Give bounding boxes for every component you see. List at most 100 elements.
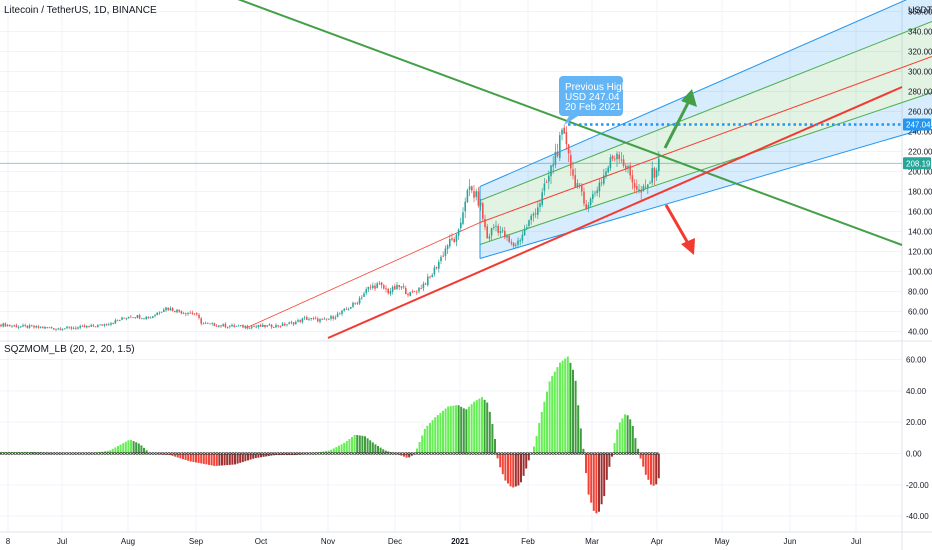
candle-body <box>427 276 429 286</box>
momentum-bar <box>392 453 395 454</box>
candle-body <box>317 318 319 322</box>
candle-body <box>141 318 143 320</box>
momentum-bar <box>143 447 145 454</box>
candle-body <box>383 285 385 289</box>
candle-body <box>539 203 541 207</box>
candle-body <box>618 154 620 160</box>
momentum-bar <box>629 419 632 454</box>
candle-body <box>594 192 596 194</box>
candle-body <box>493 226 495 228</box>
candle-body <box>156 312 158 316</box>
squeeze-marker <box>383 451 387 456</box>
momentum-bar <box>132 441 135 454</box>
momentum-bar <box>514 453 517 487</box>
candle-body <box>651 168 653 183</box>
squeeze-marker <box>95 451 99 456</box>
candle-body <box>451 238 453 240</box>
candle-body <box>169 308 172 311</box>
candle-body <box>116 320 119 322</box>
candle-body <box>163 309 165 312</box>
momentum-bar <box>49 452 52 454</box>
candle-body <box>193 313 196 315</box>
squeeze-marker <box>274 451 278 456</box>
momentum-bar <box>343 442 346 454</box>
candle-body <box>446 245 449 250</box>
candle-body <box>484 219 486 228</box>
squeeze-marker <box>92 451 96 456</box>
candle-body <box>235 326 238 327</box>
candle-body <box>259 324 262 327</box>
candle-body <box>402 286 405 288</box>
momentum-bar <box>215 453 218 466</box>
squeeze-marker <box>261 451 266 456</box>
candle-body <box>226 326 229 328</box>
momentum-bar <box>647 453 650 480</box>
candle-body <box>620 159 623 161</box>
momentum-bar <box>491 424 494 454</box>
squeeze-marker <box>85 451 90 456</box>
candle-body <box>521 234 524 241</box>
squeeze-marker <box>380 451 384 456</box>
squeeze-marker <box>645 451 650 456</box>
momentum-bar <box>468 406 470 454</box>
momentum-bar <box>197 453 200 463</box>
momentum-bar <box>109 450 112 454</box>
momentum-bar <box>117 445 119 454</box>
candle-body <box>94 326 97 328</box>
squeeze-marker <box>188 451 192 456</box>
squeeze-marker <box>556 451 560 456</box>
candle-body <box>559 135 561 159</box>
candle-body <box>202 323 205 325</box>
squeeze-marker <box>12 451 16 456</box>
candle-body <box>39 327 42 328</box>
candle-body <box>211 323 213 324</box>
momentum-tick-label: 0.00 <box>906 450 922 459</box>
squeeze-marker <box>351 451 355 456</box>
candle-body <box>57 328 59 330</box>
time-tick-label: 2021 <box>451 537 469 546</box>
squeeze-marker <box>236 451 240 456</box>
currency-label[interactable]: USDT <box>908 5 932 15</box>
candle-body <box>213 323 216 327</box>
momentum-bar <box>210 453 213 466</box>
momentum-bar <box>522 453 525 476</box>
squeeze-marker <box>226 451 230 456</box>
momentum-bar <box>335 447 338 454</box>
candle-body <box>376 283 378 288</box>
momentum-bar <box>421 435 424 454</box>
price-tick-label: 180.00 <box>908 188 932 197</box>
squeeze-marker <box>552 451 557 456</box>
candle-body <box>130 316 132 318</box>
squeeze-marker <box>373 451 378 456</box>
candle-body <box>589 198 592 206</box>
momentum-tick-label: -40.00 <box>906 512 929 521</box>
momentum-bar <box>501 453 504 475</box>
price-tick-label: 240.00 <box>908 128 932 137</box>
time-tick-label: Oct <box>255 537 268 546</box>
momentum-bar <box>418 441 421 454</box>
squeeze-marker <box>476 451 480 456</box>
momentum-bar <box>538 423 541 454</box>
momentum-bar <box>447 406 450 454</box>
momentum-bar <box>499 453 502 468</box>
momentum-bar <box>475 400 478 454</box>
squeeze-marker <box>197 451 202 456</box>
squeeze-marker <box>463 451 467 456</box>
squeeze-marker <box>287 451 291 456</box>
candle-body <box>413 291 416 293</box>
candle-body <box>358 298 361 304</box>
candle-body <box>286 324 288 326</box>
momentum-bar <box>299 453 301 455</box>
candle-body <box>655 170 658 178</box>
squeeze-marker <box>130 451 134 456</box>
squeeze-marker <box>200 451 205 456</box>
squeeze-marker <box>604 451 608 456</box>
squeeze-marker <box>293 451 298 456</box>
momentum-bar <box>353 435 356 454</box>
candle-body <box>495 225 497 227</box>
squeeze-marker <box>37 451 42 456</box>
momentum-bar <box>332 448 335 454</box>
momentum-bar <box>613 443 616 454</box>
candle-body <box>486 226 488 239</box>
